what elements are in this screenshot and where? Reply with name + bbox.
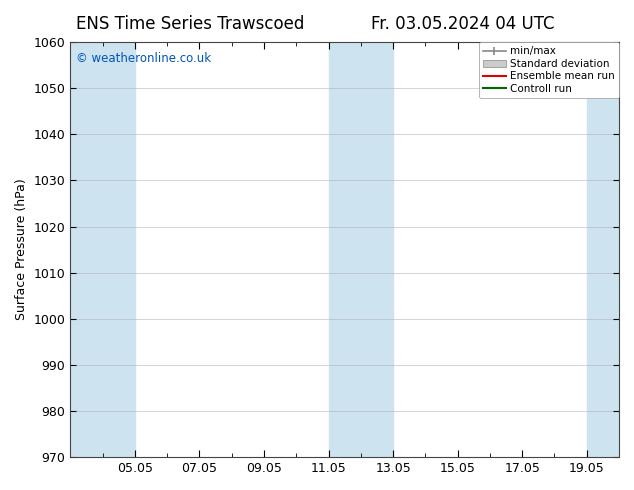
Bar [586, 42, 634, 457]
Legend: min/max, Standard deviation, Ensemble mean run, Controll run: min/max, Standard deviation, Ensemble me… [479, 42, 619, 98]
Text: © weatheronline.co.uk: © weatheronline.co.uk [76, 52, 211, 66]
Text: ENS Time Series Trawscoed: ENS Time Series Trawscoed [76, 15, 304, 33]
Bar [328, 42, 393, 457]
Bar [70, 42, 135, 457]
Text: Fr. 03.05.2024 04 UTC: Fr. 03.05.2024 04 UTC [371, 15, 555, 33]
Y-axis label: Surface Pressure (hPa): Surface Pressure (hPa) [15, 179, 28, 320]
